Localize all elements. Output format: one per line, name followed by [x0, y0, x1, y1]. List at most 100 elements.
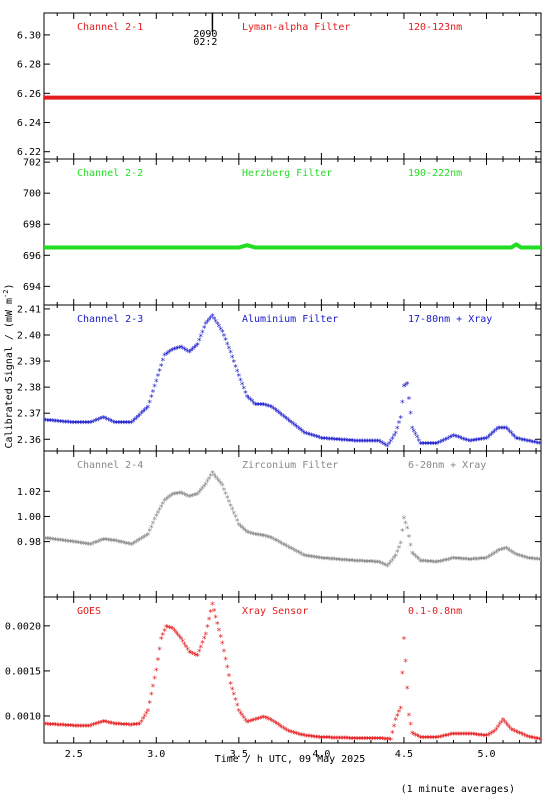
data-point: * [436, 559, 441, 569]
data-point: * [494, 426, 499, 436]
data-point: * [515, 436, 520, 446]
data-point: * [97, 719, 102, 729]
data-point: * [130, 722, 135, 732]
data-point: * [500, 546, 505, 556]
data-point: * [368, 438, 373, 448]
data-point: * [51, 722, 56, 732]
data-point: * [69, 419, 74, 429]
data-point: * [97, 538, 102, 548]
data-point: * [302, 430, 307, 440]
data-point: * [271, 718, 276, 728]
data-point: * [395, 713, 400, 723]
data-point: * [476, 732, 481, 742]
data-point: * [305, 553, 310, 563]
data-point: * [378, 736, 383, 746]
data-point: * [102, 415, 107, 425]
channel-label: Channel 2-2 [77, 168, 143, 179]
data-point: * [56, 722, 61, 732]
data-point: * [272, 720, 277, 730]
data-point: * [213, 474, 218, 484]
data-point: * [233, 514, 238, 524]
data-point: * [190, 346, 195, 356]
data-point: * [523, 733, 528, 743]
data-point: * [277, 540, 282, 550]
data-point: * [109, 537, 114, 547]
data-point: * [322, 436, 327, 446]
data-point: * [263, 402, 268, 412]
data-point: * [230, 686, 235, 696]
data-point: * [43, 721, 48, 731]
data-point: * [221, 333, 226, 343]
data-point: * [433, 734, 438, 744]
data-point: * [494, 549, 499, 559]
data-point: * [249, 530, 254, 540]
data-point: * [228, 502, 233, 512]
data-point: * [353, 735, 358, 745]
data-point: * [183, 492, 188, 502]
y-tick-label: 2.39 [17, 357, 41, 368]
data-point: * [297, 550, 302, 560]
data-point: * [114, 538, 119, 548]
data-point: * [271, 536, 276, 546]
data-point: * [246, 719, 251, 729]
data-point: * [188, 650, 193, 660]
data-point: * [299, 551, 304, 561]
data-point: * [135, 721, 140, 731]
band-label: 120-123nm [408, 22, 462, 33]
data-point: * [390, 435, 395, 445]
data-point: * [79, 420, 84, 430]
data-point: * [400, 670, 405, 680]
data-point: * [484, 555, 489, 565]
data-point: * [241, 714, 246, 724]
data-point: * [150, 520, 155, 530]
data-point: * [452, 555, 457, 565]
data-point: * [213, 614, 218, 624]
data-point: * [226, 672, 231, 682]
data-point: * [312, 433, 317, 443]
data-point: * [63, 538, 68, 548]
data-point: * [243, 527, 248, 537]
data-point: * [291, 547, 296, 557]
channel-label: GOES [77, 606, 101, 617]
data-point: * [132, 722, 137, 732]
data-point: * [345, 735, 350, 745]
data-point: * [330, 436, 335, 446]
data-point: * [451, 555, 456, 565]
data-point: * [165, 350, 170, 360]
data-point: * [292, 422, 297, 432]
data-point: * [499, 425, 504, 435]
data-point: * [396, 420, 401, 430]
data-point: * [282, 726, 287, 736]
data-points: ****************************************… [44, 470, 541, 573]
data-point: * [429, 559, 434, 569]
data-point: * [149, 691, 154, 701]
data-point: * [276, 722, 281, 732]
data-point: * [211, 315, 216, 325]
data-point: * [106, 719, 111, 729]
data-point: * [353, 558, 358, 568]
data-point: * [329, 735, 334, 745]
data-point: * [206, 475, 211, 485]
data-point: * [116, 420, 121, 430]
data-point: * [332, 735, 337, 745]
data-point: * [396, 544, 401, 554]
data-point: * [116, 721, 121, 731]
data-point: * [239, 381, 244, 391]
data-point: * [523, 555, 528, 565]
data-point: * [510, 727, 515, 737]
data-point: * [507, 428, 512, 438]
data-point: * [274, 538, 279, 548]
data-point: * [53, 537, 58, 547]
data-point: * [480, 436, 485, 446]
data-point: * [96, 720, 101, 730]
data-point: * [322, 555, 327, 565]
data-point: * [201, 483, 206, 493]
data-point: * [406, 533, 411, 543]
y-tick-label: 1.02 [17, 487, 41, 498]
data-point: * [127, 722, 132, 732]
data-point: * [165, 624, 170, 634]
data-point: * [514, 435, 519, 445]
data-point: * [203, 631, 208, 641]
data-point: * [395, 549, 400, 559]
data-point: * [320, 435, 325, 445]
